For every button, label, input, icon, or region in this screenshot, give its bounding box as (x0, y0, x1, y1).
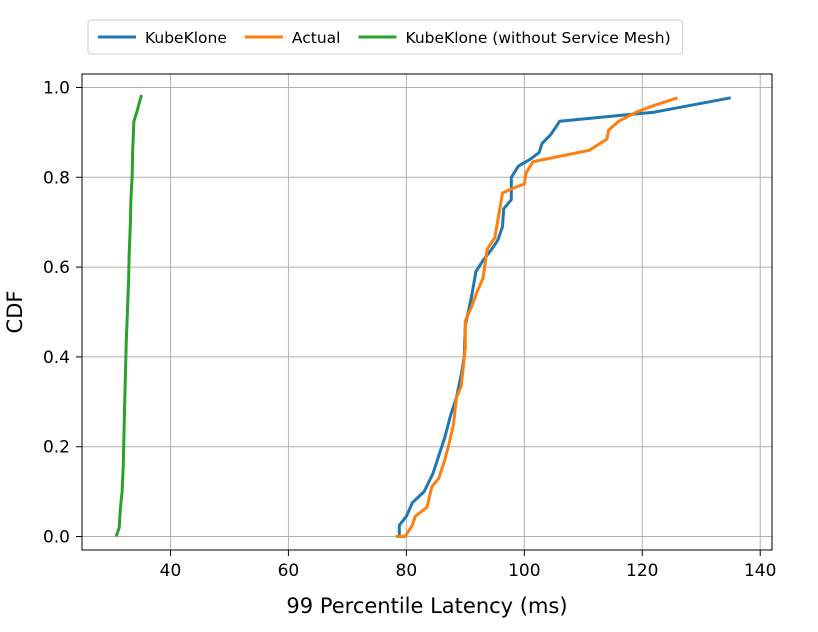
x-tick-label: 100 (508, 561, 540, 581)
legend-label: KubeKlone (145, 29, 227, 47)
grid (82, 74, 772, 550)
legend-label: Actual (292, 29, 341, 47)
series-line-kubeklone-without-service-mesh (114, 94, 144, 537)
axis-ticks: 40 60 80 100 120 140 0.0 0.2 0.4 0.6 0.8 1.0 (43, 78, 776, 581)
x-tick-label: 40 (160, 561, 182, 581)
legend: KubeKlone Actual KubeKlone (without Servic… (87, 19, 684, 55)
x-tick-label: 80 (396, 561, 418, 581)
plot-frame (81, 73, 773, 551)
series-line-actual (395, 96, 679, 538)
series-line-kubeklone (397, 96, 731, 537)
y-tick-label: 0.4 (43, 348, 70, 368)
y-tick-label: 0.8 (43, 168, 70, 188)
x-tick-label: 120 (626, 561, 658, 581)
y-tick-label: 0.2 (43, 438, 70, 458)
y-tick-label: 0.6 (43, 258, 70, 278)
x-tick-label: 60 (278, 561, 300, 581)
x-tick-label: 140 (744, 561, 776, 581)
legend-label: KubeKlone (without Service Mesh) (405, 29, 670, 47)
series-lines (114, 94, 731, 538)
y-tick-label: 1.0 (43, 78, 70, 98)
x-axis-title: 99 Percentile Latency (ms) (286, 594, 567, 618)
y-axis-title: CDF (3, 291, 27, 334)
y-tick-label: 0.0 (43, 528, 70, 548)
